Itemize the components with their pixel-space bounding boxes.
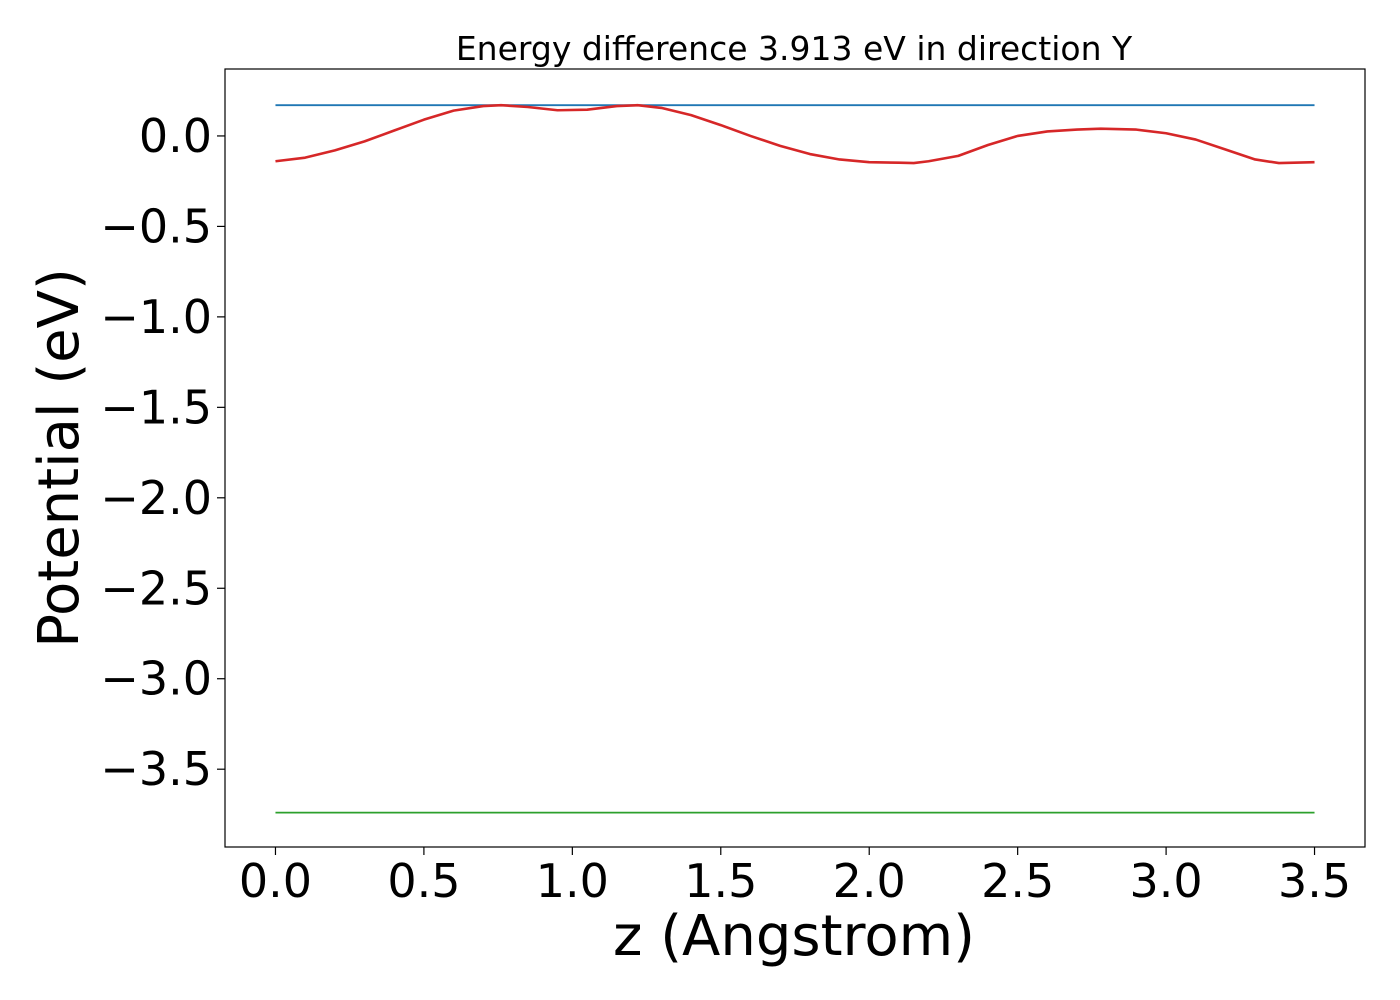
x-axis: 0.0 0.5 1.0 1.5 2.0 2.5 3.0 3.5 [239, 847, 1351, 908]
plot-frame [224, 68, 1366, 848]
x-tick-label: 3.5 [1278, 854, 1351, 908]
y-tick-label: −2.0 [100, 471, 212, 525]
x-tick-label: 2.0 [833, 854, 906, 908]
y-tick-label: −1.0 [100, 290, 212, 344]
y-tick-label: −3.0 [100, 652, 212, 706]
x-axis-label: z (Angstrom) [613, 904, 975, 969]
chart-title: Energy difference 3.913 eV in direction … [456, 29, 1133, 68]
y-tick-label: −2.5 [100, 561, 212, 615]
series-layer [275, 103, 1315, 814]
x-tick-label: 3.0 [1130, 854, 1203, 908]
x-tick-label: 0.5 [387, 854, 460, 908]
series-line-potential [275, 103, 1315, 165]
y-tick-label: −1.5 [100, 380, 212, 434]
y-tick-label: −0.5 [100, 199, 212, 253]
x-tick-label: 0.0 [239, 854, 312, 908]
y-axis-label: Potential (eV) [27, 268, 92, 648]
y-tick-label: 0.0 [139, 109, 212, 163]
x-tick-label: 1.5 [684, 854, 757, 908]
x-tick-label: 1.0 [536, 854, 609, 908]
x-tick-label: 2.5 [981, 854, 1054, 908]
y-tick-label: −3.5 [100, 742, 212, 796]
y-axis: 0.0 −0.5 −1.0 −1.5 −2.0 −2.5 −3.0 −3.5 [100, 109, 225, 796]
